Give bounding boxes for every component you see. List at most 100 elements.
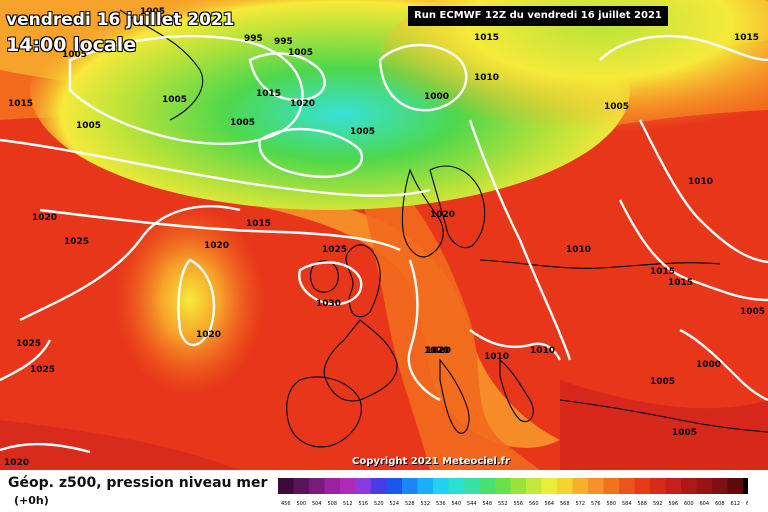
scale-swatch <box>402 478 418 494</box>
isobar-1010-central <box>469 329 562 361</box>
scale-swatch <box>464 478 480 494</box>
scale-swatch <box>526 478 542 494</box>
isobar-label: 1005 <box>62 50 87 60</box>
scale-swatch <box>309 478 325 494</box>
scale-value-label: 608 <box>715 501 725 507</box>
scale-swatch <box>650 478 666 494</box>
isobar-label: 1020 <box>196 330 221 340</box>
scale-swatch <box>603 478 619 494</box>
isobar-label: 1020 <box>424 346 449 356</box>
isobar-label: 1005 <box>76 121 101 131</box>
isobar-label: 1005 <box>288 48 313 58</box>
scale-value-label: 580 <box>606 501 616 507</box>
isobar-label: 1025 <box>64 237 89 247</box>
isobar-label: 1015 <box>734 33 759 43</box>
scale-value-label: 540 <box>451 501 461 507</box>
scale-swatch <box>541 478 557 494</box>
isobar-1010-ne <box>638 119 768 264</box>
scale-swatch <box>293 478 309 494</box>
lead-time-label: (+0h) <box>14 494 49 507</box>
scale-swatch <box>727 478 743 494</box>
scale-swatch <box>355 478 371 494</box>
hot-south-west <box>0 420 240 470</box>
isobar-label: 1025 <box>322 245 347 255</box>
scale-value-label: 556 <box>513 501 523 507</box>
isobar-1000-se <box>679 328 768 402</box>
scale-value-label: 544 <box>467 501 477 507</box>
sweden-coast <box>429 165 486 248</box>
scale-swatch <box>572 478 588 494</box>
scale-value-label: 552 <box>498 501 508 507</box>
isobar-label: 1020 <box>204 241 229 251</box>
isobar-label: 1015 <box>246 219 271 229</box>
scale-value-label: 532 <box>420 501 430 507</box>
atlantic-high-core <box>115 205 265 395</box>
isobar-label: 995 <box>244 34 263 44</box>
scale-value-label: 508 <box>327 501 337 507</box>
isobar-label: 1020 <box>426 346 451 356</box>
scale-value-label: 520 <box>374 501 384 507</box>
coastlines <box>119 9 768 448</box>
scale-value-label: 504 <box>312 501 322 507</box>
scale-value-label: 604 <box>699 501 709 507</box>
italy-coast <box>439 358 470 434</box>
scale-value-label: 584 <box>622 501 632 507</box>
iberia-coast <box>286 376 362 448</box>
isobar-995-low <box>258 127 364 178</box>
scale-value-label: 500 <box>296 501 306 507</box>
isobar-1010-east <box>468 119 572 361</box>
isobar-label: 1010 <box>530 346 555 356</box>
scale-swatch <box>324 478 340 494</box>
ridge-tongue-2 <box>360 170 540 470</box>
scale-swatch <box>712 478 728 494</box>
scale-value-label: 456 <box>281 501 291 507</box>
run-info-banner: Run ECMWF 12Z du vendredi 16 juillet 202… <box>408 6 668 26</box>
scale-value-label: 592 <box>653 501 663 507</box>
great-britain-coast <box>345 244 381 318</box>
scale-swatch <box>448 478 464 494</box>
scale-value-label: 548 <box>482 501 492 507</box>
color-scale: 456 500 504 508 512 516 520 524 528 532 536 540 544 5… <box>278 478 748 507</box>
greenland-coast <box>119 9 204 121</box>
scale-swatch <box>371 478 387 494</box>
isobar-label: 1000 <box>696 360 721 370</box>
isobar-label: 1005 <box>162 95 187 105</box>
isobar-1005-ne <box>599 34 768 62</box>
isobar-label: 1005 <box>650 377 675 387</box>
map-date-title: vendredi 16 juillet 2021 <box>6 10 235 30</box>
isobar-1030-uk <box>298 261 363 306</box>
isobar-label: 1005 <box>230 118 255 128</box>
isobar-1020-central <box>407 259 441 402</box>
isobar-label: 1015 <box>8 99 33 109</box>
isobar-label: 1030 <box>316 299 341 309</box>
scale-value-label: 524 <box>389 501 399 507</box>
isobar-label: 1020 <box>4 458 29 468</box>
isobars <box>0 34 768 454</box>
black-sea-coast <box>559 399 768 433</box>
scale-value-label: 572 <box>575 501 585 507</box>
isobar-label: 1015 <box>668 278 693 288</box>
scale-value-label: 512 <box>343 501 353 507</box>
parameter-label: Géop. z500, pression niveau mer <box>8 475 268 491</box>
scale-swatch <box>634 478 650 494</box>
copyright-text: Copyright 2021 Meteociel.fr <box>352 456 510 467</box>
scale-swatch <box>557 478 573 494</box>
baltic-coast <box>479 259 721 269</box>
scale-value-label: 588 <box>637 501 647 507</box>
scale-value-label: 536 <box>436 501 446 507</box>
isobar-1020-ring <box>248 52 326 102</box>
isobar-1015-east <box>618 199 768 302</box>
isobar-label: 1000 <box>424 92 449 102</box>
isobar-label: 1015 <box>474 33 499 43</box>
isobar-label: 1005 <box>140 7 165 17</box>
scale-swatch <box>665 478 681 494</box>
scandinavia-coast <box>401 168 444 258</box>
scale-swatch <box>340 478 356 494</box>
scale-swatch <box>278 478 294 494</box>
scale-swatch <box>417 478 433 494</box>
isobar-label: 1020 <box>32 213 57 223</box>
scale-value-label: 576 <box>591 501 601 507</box>
scale-swatch <box>433 478 449 494</box>
isobar-1025-west <box>19 205 241 322</box>
